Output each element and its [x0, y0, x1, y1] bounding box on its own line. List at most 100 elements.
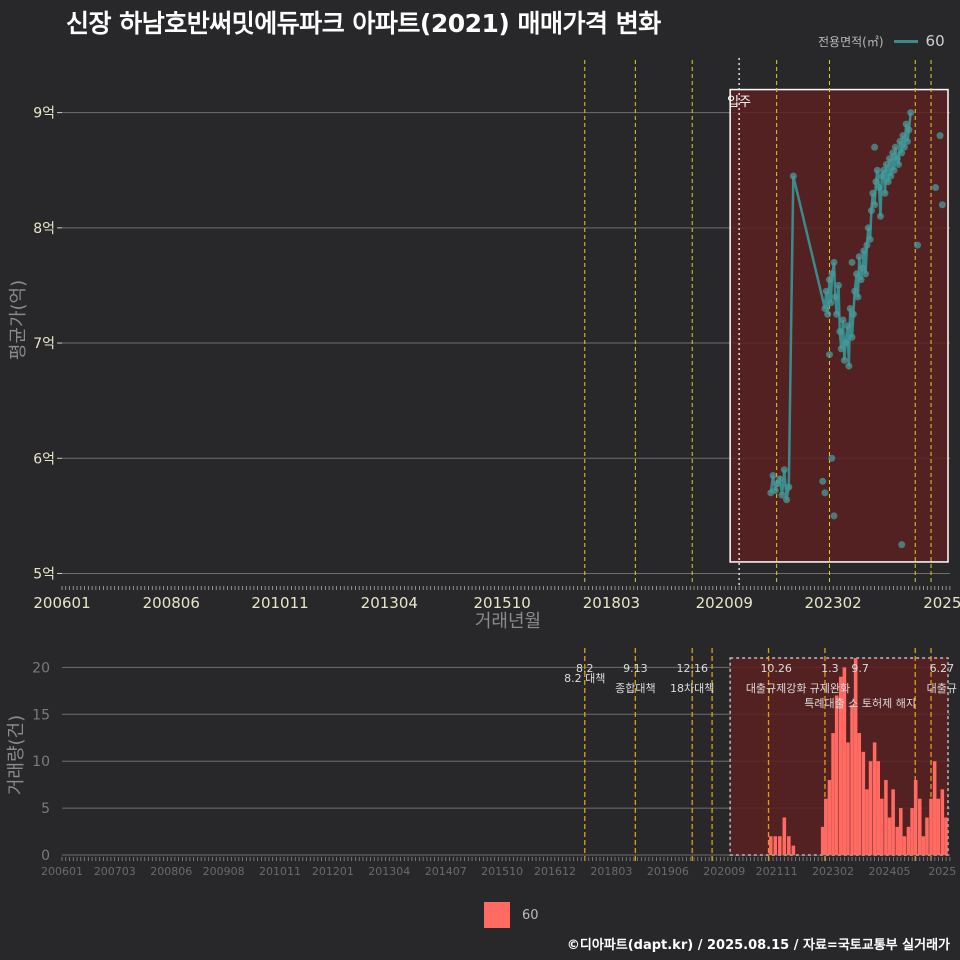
policy-text-label: 규제완화: [810, 682, 850, 695]
volume-bar: [773, 836, 778, 855]
price-point: [828, 270, 836, 278]
price-point: [855, 253, 863, 261]
legend-bar-swatch: [484, 902, 510, 928]
price-point: [821, 489, 829, 497]
move-in-label: 입주: [727, 95, 751, 110]
volume-bar: [925, 817, 929, 855]
price-point: [913, 241, 921, 249]
x-tick-label: 202302: [812, 865, 854, 878]
legend-series-name: 60: [925, 32, 945, 50]
price-point: [836, 328, 844, 336]
y-axis-title: 평균가(억): [8, 280, 29, 360]
price-point: [842, 339, 850, 347]
legend-bar-name: 60: [522, 907, 539, 923]
price-point: [780, 466, 788, 474]
volume-bar: [768, 836, 773, 855]
price-point: [833, 310, 841, 318]
policy-date-label: 8.2: [576, 662, 594, 675]
price-point: [848, 333, 856, 341]
policy-text-label: 종합대책: [615, 682, 655, 695]
price-point: [938, 201, 946, 209]
policy-date-label: 6.27: [930, 662, 955, 675]
volume-bar: [913, 779, 918, 855]
legend-line-swatch: [893, 39, 918, 43]
x-tick-label: 202009: [703, 865, 745, 878]
price-point: [834, 281, 842, 289]
x-tick-label: 201906: [647, 865, 689, 878]
price-point: [878, 172, 886, 180]
x-tick-label: 200908: [203, 865, 245, 878]
price-point: [880, 166, 888, 174]
price-point: [853, 270, 861, 278]
volume-bar: [820, 826, 825, 855]
price-point: [825, 276, 833, 284]
x-tick-label: 201201: [312, 865, 354, 878]
price-point: [872, 178, 880, 186]
price-point: [776, 475, 784, 483]
volume-bar: [857, 733, 862, 855]
volume-bar: [910, 808, 914, 855]
y-axis-title: 거래량(건): [6, 715, 27, 795]
price-point: [857, 276, 865, 284]
x-tick-label: 2025: [923, 594, 960, 612]
x-tick-label: 202405: [869, 865, 911, 878]
price-point: [778, 491, 786, 499]
price-point: [876, 212, 884, 220]
x-tick-label: 200806: [143, 594, 200, 612]
y-tick-label: 10: [32, 754, 50, 770]
price-point: [882, 160, 890, 168]
price-point: [932, 184, 940, 191]
x-axis-title: 거래년월: [475, 611, 541, 632]
x-tick-label: 200601: [33, 594, 90, 612]
volume-bar: [902, 836, 907, 855]
volume-bar: [872, 742, 877, 855]
x-tick-label: 201612: [534, 865, 576, 878]
volume-bar: [880, 798, 884, 855]
price-point: [862, 270, 870, 278]
volume-bar: [899, 808, 903, 855]
price-point: [848, 258, 856, 266]
volume-bar: [861, 751, 866, 855]
legend-title: 전용면적(㎡): [818, 34, 884, 49]
volume-bar: [778, 836, 782, 855]
price-point: [895, 160, 903, 168]
x-tick-label: 201803: [583, 594, 640, 612]
price-point: [840, 356, 848, 364]
policy-date-label: 12.16: [676, 662, 708, 675]
volume-bar: [940, 789, 945, 855]
y-tick-label: 7억: [33, 336, 55, 352]
price-point: [871, 201, 879, 209]
legend-bottom: 60: [484, 902, 539, 928]
price-point: [898, 541, 906, 549]
price-point: [830, 258, 838, 266]
price-point: [900, 143, 908, 151]
x-tick-label: 200703: [94, 865, 136, 878]
price-point: [871, 143, 879, 151]
price-point: [785, 483, 793, 491]
y-tick-label: 15: [32, 707, 50, 723]
volume-bar: [791, 845, 796, 855]
price-point: [907, 109, 915, 117]
price-point: [893, 155, 901, 163]
policy-text-label: 18차대책: [670, 682, 714, 695]
price-point: [891, 143, 899, 151]
price-point: [830, 512, 838, 520]
price-point: [789, 172, 797, 180]
policy-date-label: 9.7: [851, 662, 869, 675]
volume-bar: [850, 704, 854, 855]
volume-bar: [932, 761, 937, 855]
price-point: [828, 454, 836, 462]
volume-bar: [834, 695, 839, 855]
price-point: [902, 120, 910, 128]
price-point: [905, 126, 913, 134]
y-tick-label: 20: [32, 660, 50, 676]
price-point: [846, 304, 854, 312]
price-point: [863, 241, 871, 249]
policy-text-label: 대출규제강화: [746, 682, 807, 695]
volume-bar: [824, 798, 828, 855]
price-point: [873, 166, 881, 174]
price-point: [864, 224, 872, 232]
price-point: [854, 293, 862, 301]
price-point: [889, 149, 897, 157]
x-tick-label: 201510: [474, 594, 531, 612]
